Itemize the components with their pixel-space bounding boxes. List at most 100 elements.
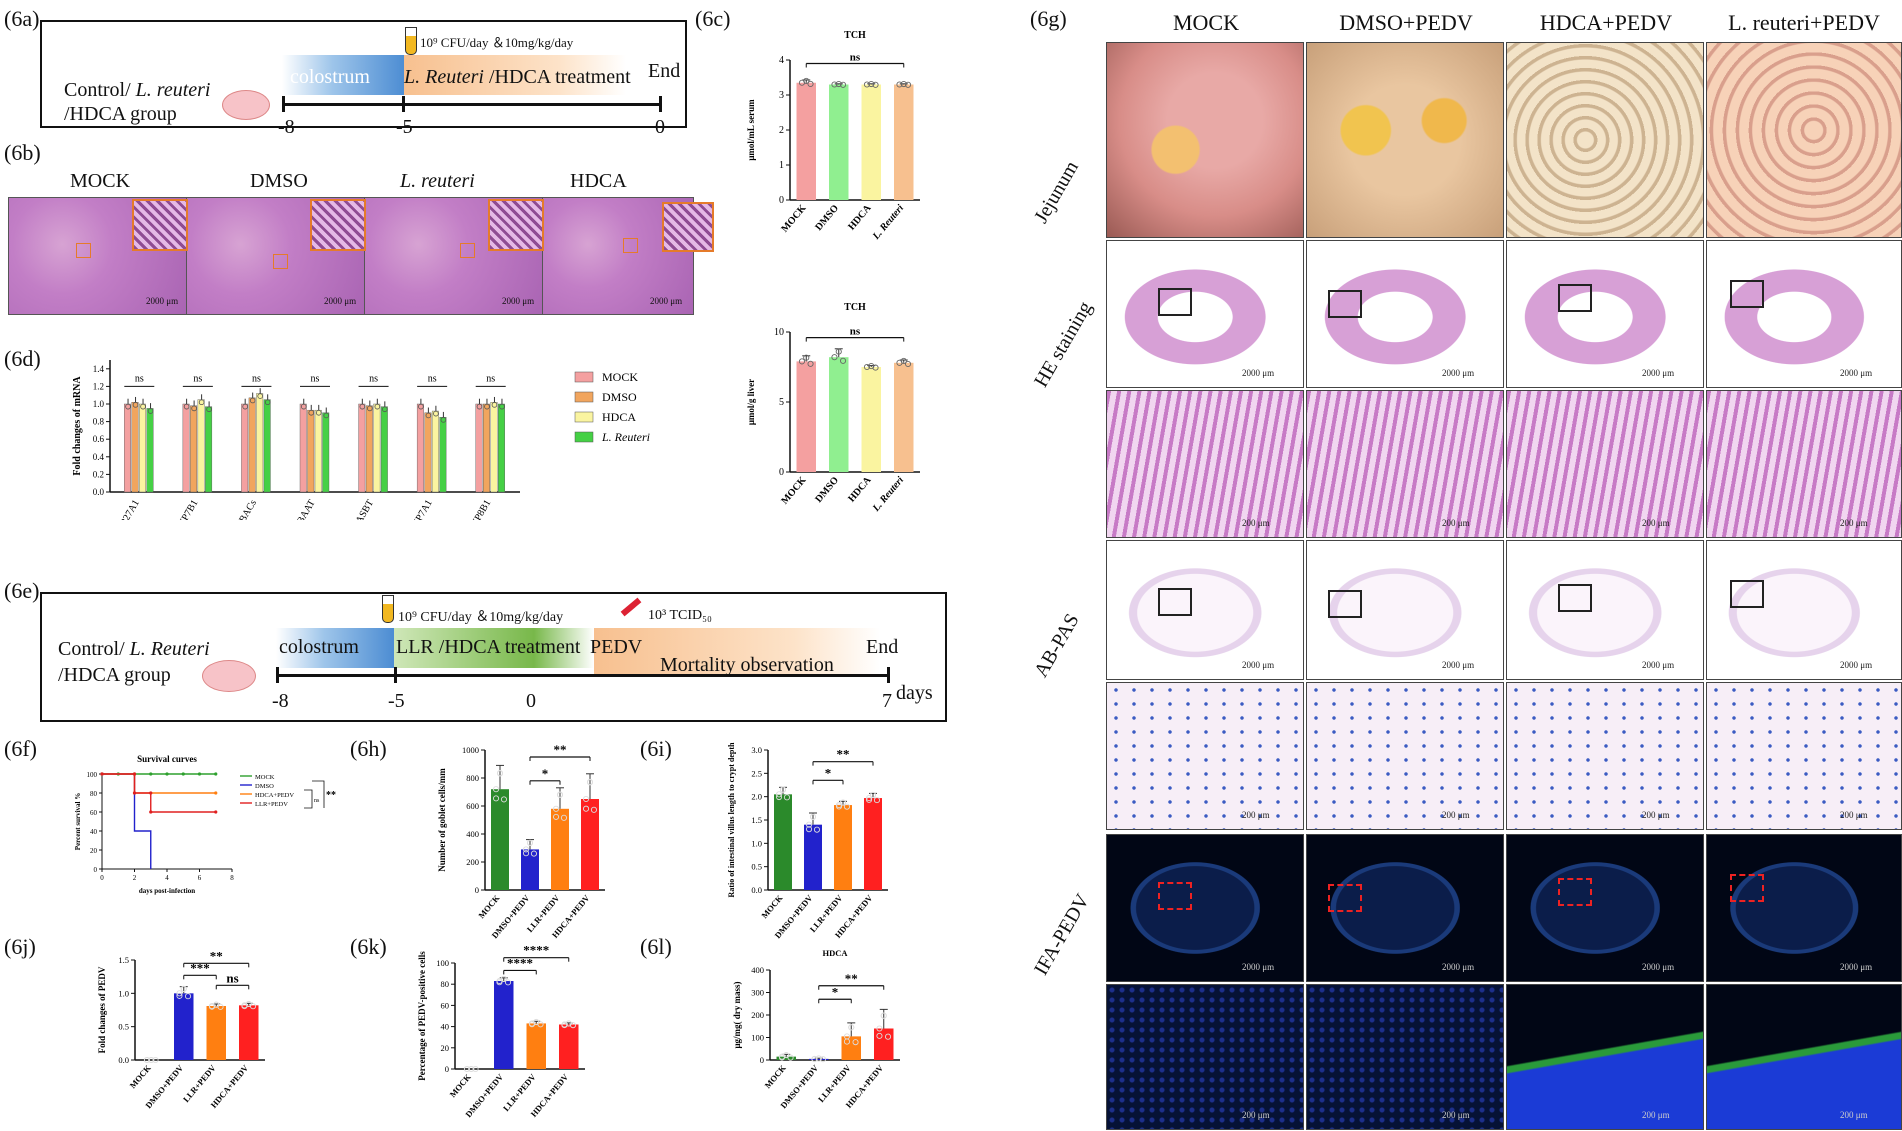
- scale-bar: 2000 μm: [1442, 660, 1475, 670]
- legend-label: LLR+PEDV: [255, 801, 288, 808]
- y-axis-label: Percent survival %: [74, 793, 82, 850]
- scale-bar: 200 μm: [1442, 518, 1470, 528]
- observation-band: [594, 628, 880, 674]
- bar: [498, 403, 505, 493]
- data-point: [884, 1033, 892, 1040]
- y-tick-label: 300: [751, 988, 764, 998]
- data-point: [868, 80, 875, 88]
- data-point: [440, 417, 447, 423]
- x-tick-label: 6: [198, 874, 202, 882]
- data-point: [779, 786, 787, 793]
- category-label: ASBT: [354, 498, 376, 520]
- data-point: [367, 405, 373, 412]
- data-point: [206, 406, 212, 413]
- zoom-region-box: [1328, 884, 1362, 912]
- survival-point: [214, 810, 218, 814]
- y-tick-label: 0.5: [751, 862, 762, 872]
- data-point: [148, 1056, 155, 1064]
- data-point: [500, 796, 508, 803]
- tube-icon: [382, 595, 394, 623]
- significance-label: ns: [193, 373, 202, 384]
- data-point: [775, 793, 783, 801]
- data-point: [869, 791, 877, 798]
- y-axis-label: Number of goblet cells/mm: [437, 768, 447, 872]
- data-point: [496, 770, 504, 777]
- data-point: [176, 990, 183, 997]
- data-point: [533, 1018, 540, 1026]
- y-tick-label: 0.0: [751, 885, 762, 895]
- scale-bar: 200 μm: [1840, 1110, 1868, 1120]
- data-point: [198, 399, 205, 406]
- scale-bar: 2000 μm: [1442, 962, 1475, 972]
- chart-title: HDCA: [822, 948, 848, 958]
- y-tick-label: 5: [779, 397, 784, 408]
- significance-label: **: [845, 971, 858, 986]
- bar: [776, 1056, 796, 1060]
- chart-6i: 0.00.51.01.52.02.53.0MOCKDMSO+PEDVLLR+PE…: [727, 742, 888, 940]
- bar: [829, 84, 849, 200]
- ifa-section-image: [1106, 834, 1304, 982]
- data-point: [904, 360, 912, 368]
- chart-6f: Survival curves 0 20 40 60 80 100 0 2 4 6 8 days pos…: [74, 754, 336, 895]
- category-label: DMSO: [813, 203, 841, 233]
- data-point: [374, 403, 381, 410]
- bar: [322, 412, 330, 493]
- data-point: [504, 979, 512, 986]
- bar: [559, 1024, 579, 1069]
- significance-label: **: [837, 747, 850, 762]
- data-point: [176, 992, 183, 999]
- chart-6k: 020406080100MOCKDMSO+PEDVLLR+PEDVHDCA+PE…: [417, 943, 585, 1119]
- data-point: [848, 1024, 855, 1031]
- bar: [483, 403, 490, 493]
- data-point: [852, 1039, 859, 1046]
- pedv-label: PEDV: [590, 636, 643, 658]
- significance-label: ns: [252, 373, 261, 384]
- treatment-label: L. Reuteri /HDCA treatment: [404, 66, 631, 88]
- row-label-ifa: IFA-PEDV: [1030, 890, 1094, 979]
- data-point: [425, 412, 432, 419]
- x-tick-label: 8: [230, 874, 234, 882]
- data-point: [803, 77, 810, 84]
- data-point: [125, 403, 131, 410]
- chart-6d: 0.0 0.2 0.4 0.6 0.8 1.0 1.2 1.4 ns CYP27A1 ns CYP7B…: [72, 360, 650, 520]
- data-point: [839, 81, 847, 88]
- data-point: [382, 406, 388, 413]
- y-tick-label: 0.0: [93, 487, 105, 497]
- x-tick-label: 4: [165, 874, 169, 882]
- data-point: [492, 795, 500, 802]
- colostrum-label: colostrum: [290, 66, 370, 88]
- significance-label: *: [832, 984, 839, 999]
- category-label: MOCK: [128, 1063, 154, 1091]
- row-label-jejunum: Jejunum: [1030, 157, 1083, 227]
- data-point: [805, 826, 813, 833]
- significance-label: *: [825, 765, 832, 780]
- zoom-region-box: [1158, 882, 1192, 910]
- abpas-section-image: [1706, 540, 1902, 680]
- bar: [874, 1028, 894, 1060]
- y-tick-label: 20: [90, 847, 98, 855]
- chart-title: Survival curves: [137, 754, 197, 764]
- legend-label: MOCK: [255, 774, 275, 781]
- zoom-region-box: [1558, 584, 1592, 612]
- data-point: [831, 81, 838, 88]
- chart-6j: 0.00.51.01.5MOCKDMSO+PEDVLLR+PEDVHDCA+PE…: [97, 948, 265, 1110]
- bar: [774, 794, 792, 890]
- data-point: [249, 397, 256, 404]
- y-axis-label: Fold changes of mRNA: [72, 376, 83, 476]
- y-tick-label: 0: [779, 467, 784, 478]
- survival-point: [149, 772, 153, 776]
- histology-inset: [662, 202, 714, 252]
- data-point: [552, 805, 560, 812]
- significance-label: ****: [507, 955, 533, 970]
- y-tick-label: 4: [779, 55, 784, 66]
- data-point: [783, 1052, 790, 1059]
- data-point: [896, 81, 903, 88]
- survival-line: [102, 773, 216, 794]
- category-label: CYP8B1: [466, 498, 494, 520]
- y-tick-label: 0: [475, 885, 479, 895]
- survival-point: [214, 791, 218, 795]
- data-point: [472, 1065, 479, 1073]
- bar: [431, 410, 439, 493]
- significance-label: *: [542, 766, 549, 781]
